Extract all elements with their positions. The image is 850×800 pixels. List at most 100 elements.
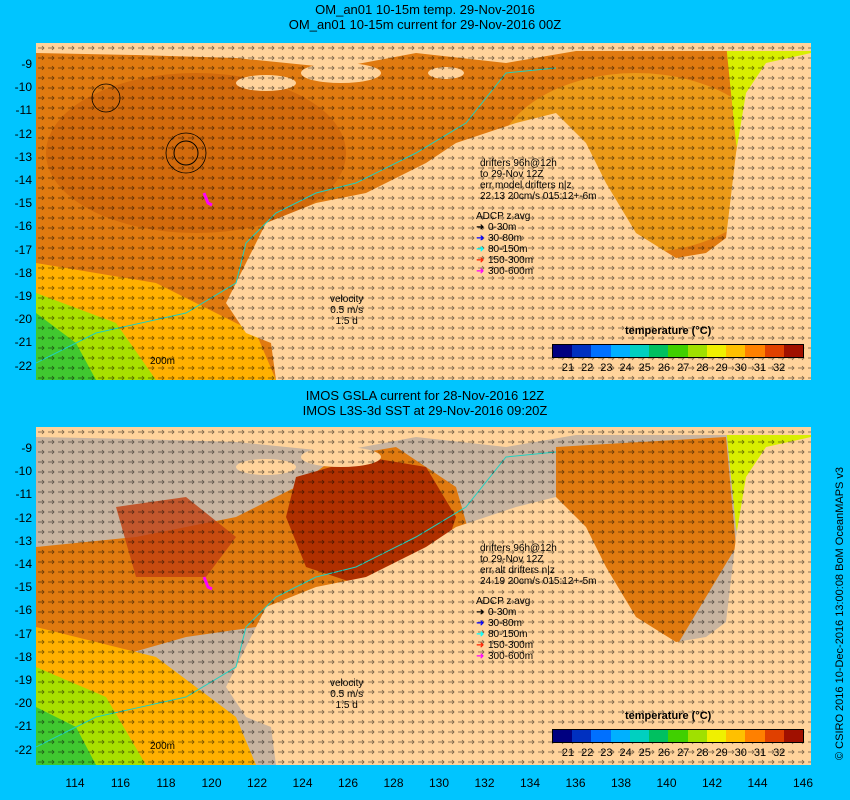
colorbar-segment xyxy=(668,345,688,357)
top-colorbar-title: temperature (°C) xyxy=(625,325,712,337)
colorbar-tick-label: 23 xyxy=(600,747,613,759)
top-map-svg xyxy=(36,43,811,380)
drifters-line: err model drifters n|z xyxy=(480,180,572,191)
colorbar-tick-label: 25 xyxy=(638,747,651,759)
latitude-tick-label: -14 xyxy=(14,173,32,187)
colorbar-segment xyxy=(745,345,765,357)
longitude-tick-label: 134 xyxy=(519,776,541,790)
colorbar-tick-label: 21 xyxy=(561,747,575,759)
colorbar-tick-label: 22 xyxy=(581,362,594,374)
colorbar-tick-label: 26 xyxy=(657,747,671,759)
colorbar-segment xyxy=(783,345,804,357)
copyright-credit: © CSIRO 2016 10-Dec-2016 13:00:08 BoM Oc… xyxy=(834,466,846,760)
latitude-tick-label: -17 xyxy=(14,626,32,641)
arrow-icon: ➜ xyxy=(476,222,485,233)
drifters-line: to 29-Nov 12Z xyxy=(480,169,544,180)
drifter-track xyxy=(202,576,213,591)
velocity-line: 0.5 m/s xyxy=(330,305,364,316)
arrow-icon: ➜ xyxy=(476,266,485,277)
top-velocity-scale: velocity 0.5 m/s 1.5 d xyxy=(330,294,363,327)
colorbar-segment xyxy=(610,345,630,357)
longitude-tick-label: 142 xyxy=(701,776,723,790)
latitude-tick-label: -19 xyxy=(14,289,32,303)
top-title-line1: OM_an01 10-15m temp. 29-Nov-2016 xyxy=(315,2,535,17)
colorbar-segment xyxy=(553,730,573,742)
latitude-tick-label: -17 xyxy=(14,242,32,257)
latitude-tick-label: -14 xyxy=(14,557,32,571)
latitude-tick-label: -22 xyxy=(14,742,32,757)
latitude-tick-label: -9 xyxy=(21,441,32,455)
colorbar-segment xyxy=(629,730,650,742)
colorbar-tick-label: 22 xyxy=(581,747,594,759)
colorbar-segment xyxy=(764,730,784,742)
longitude-tick-label: 146 xyxy=(792,776,814,790)
latitude-tick-label: -19 xyxy=(14,673,32,687)
colorbar-tick-label: 31 xyxy=(753,747,767,759)
arrow-icon: ➜ xyxy=(476,607,485,618)
latitude-tick-label: -15 xyxy=(14,196,32,211)
colorbar-tick-label: 21 xyxy=(561,362,575,374)
bottom-colorbar-title: temperature (°C) xyxy=(625,710,712,722)
bottom-title-line1: IMOS GSLA current for 28-Nov-2016 12Z xyxy=(305,388,545,403)
colorbar-tick-label: 24 xyxy=(619,362,632,374)
latitude-tick-label: -9 xyxy=(21,57,32,71)
longitude-tick-label: 126 xyxy=(337,776,359,790)
latitude-tick-label: -13 xyxy=(14,149,32,164)
drifters-line: to 29-Nov 12Z xyxy=(480,554,544,565)
colorbar-segment xyxy=(726,345,746,357)
latitude-tick-label: -20 xyxy=(14,312,32,327)
colorbar-segment xyxy=(572,345,592,357)
colorbar-segment xyxy=(553,345,573,357)
velocity-line: 0.5 m/s xyxy=(330,689,364,700)
colorbar-tick-label: 23 xyxy=(600,362,613,374)
top-depth-label: 200m xyxy=(150,356,176,367)
colorbar-tick-label: 29 xyxy=(715,362,728,374)
adcp-item: 150-300m xyxy=(488,640,534,651)
latitude-tick-label: -15 xyxy=(14,580,32,595)
colorbar-segment xyxy=(572,730,592,742)
velocity-line: 1.5 d xyxy=(335,316,358,327)
adcp-item: 0-30m xyxy=(488,607,517,618)
longitude-tick-label: 116 xyxy=(110,776,131,790)
colorbar-segment xyxy=(783,730,804,742)
colorbar-tick-label: 25 xyxy=(638,362,651,374)
top-colorbar xyxy=(552,344,804,358)
top-map-panel xyxy=(36,43,811,380)
latitude-tick-label: -11 xyxy=(15,103,32,118)
colorbar-tick-label: 30 xyxy=(734,362,747,374)
current-vectors xyxy=(36,427,811,765)
latitude-tick-label: -11 xyxy=(15,487,32,502)
latitude-tick-label: -16 xyxy=(14,603,32,618)
colorbar-segment xyxy=(668,730,688,742)
latitude-tick-label: -18 xyxy=(14,649,32,664)
colorbar-tick-label: 27 xyxy=(677,362,690,374)
latitude-tick-label: -18 xyxy=(14,265,32,280)
colorbar-segment xyxy=(687,730,707,742)
arrow-icon: ➜ xyxy=(476,651,485,662)
colorbar-segment xyxy=(649,730,669,742)
arrow-icon: ➜ xyxy=(476,629,485,640)
colorbar-tick-label: 27 xyxy=(677,747,690,759)
longitude-tick-label: 144 xyxy=(747,776,768,790)
latitude-tick-label: -10 xyxy=(14,464,32,479)
colorbar-segment xyxy=(764,345,784,357)
adcp-item: 80-150m xyxy=(488,244,528,255)
velocity-line: 1.5 d xyxy=(335,700,358,711)
colorbar-segment xyxy=(649,345,669,357)
latitude-tick-label: -20 xyxy=(14,696,32,711)
longitude-tick-label: 132 xyxy=(474,776,495,790)
adcp-item: 80-150m xyxy=(488,629,528,640)
velocity-line: velocity xyxy=(330,294,364,305)
colorbar-tick-label: 32 xyxy=(773,747,786,759)
longitude-tick-label: 138 xyxy=(610,776,632,790)
arrow-icon: ➜ xyxy=(476,618,485,629)
colorbar-segment xyxy=(745,730,765,742)
bottom-adcp-legend: ADCP z avg ➜ 0-30m ➜ 30-80m ➜ 80-150m ➜ 150-… xyxy=(476,596,533,662)
arrow-icon: ➜ xyxy=(476,233,485,244)
top-drifters-info: drifters 96h@12h to 29-Nov 12Z err model… xyxy=(480,158,596,202)
colorbar-segment xyxy=(591,345,611,357)
top-adcp-legend: ADCP z avg ➜ 0-30m ➜ 30-80m ➜ 80-150m ➜ 150-… xyxy=(476,211,533,277)
colorbar-tick-label: 28 xyxy=(696,747,709,759)
longitude-tick-label: 120 xyxy=(201,776,222,790)
latitude-tick-label: -12 xyxy=(14,126,32,141)
